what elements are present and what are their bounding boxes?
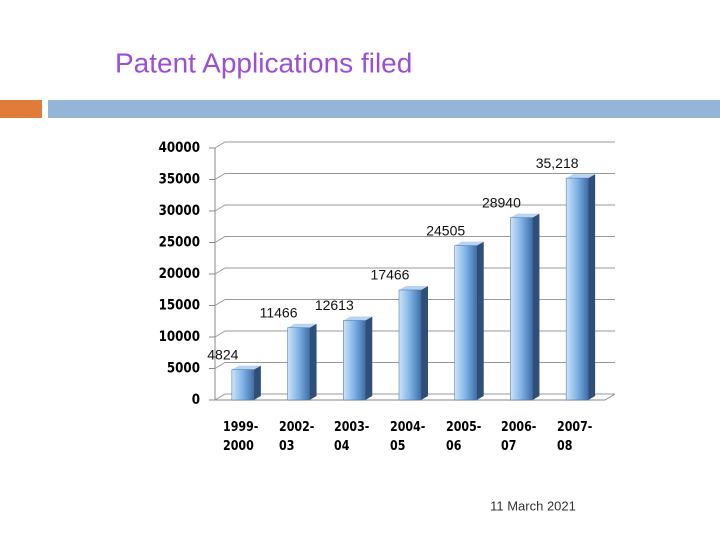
x-tick-label: 2005-06 [445,420,482,454]
bar [287,327,310,401]
grid-line [214,236,615,243]
y-tick-label: 10000 [159,329,200,345]
accent-bar [0,100,42,118]
bar-top [510,213,540,218]
grid-line [214,393,615,401]
x-tick-label: 2006-07 [501,420,537,454]
bar-side [532,213,540,400]
y-tick-label: 15000 [159,297,200,313]
data-label: 24505 [426,222,465,238]
bar-side [253,365,261,400]
bar-top [343,316,373,321]
grid-line [214,267,615,275]
bar-top [566,174,596,179]
y-tick-label: 25000 [159,234,200,250]
y-tick-label: 0 [192,392,200,408]
floor-edge [604,393,616,401]
data-label: 4824 [207,346,238,362]
x-tick-label: 2007-08 [557,420,593,454]
grid-line [214,362,615,369]
date: 11 March 2021 [490,498,576,513]
bar [454,245,477,401]
bar-side [476,241,484,400]
data-label: 28940 [482,194,521,210]
bar-side [365,316,373,400]
bar [343,320,366,401]
bar [231,369,255,401]
bar-side [309,323,317,400]
bar-top [454,241,484,246]
grid-line [214,204,615,212]
grid-line [214,173,615,180]
x-tick-label: 1999-2000 [222,420,259,454]
header-bar [48,100,720,118]
y-tick-label: 35000 [159,171,200,187]
y-tick-label: 5000 [167,360,200,376]
bar-top [231,365,261,370]
x-tick-label: 2002-03 [278,420,314,454]
x-tick-label: 2003-04 [334,420,370,454]
bar [565,177,589,401]
grid-line [214,330,615,338]
bar [398,289,422,401]
data-label: 35,218 [536,155,579,171]
bar-side [421,285,428,400]
chart-title: Patent Applications filed [115,47,412,78]
y-tick-label: 20000 [159,266,200,282]
x-tick-label: 2004-05 [390,420,426,454]
y-tick-label: 40000 [159,140,200,156]
bar-top [287,323,317,328]
grid-line [214,299,615,306]
bar [510,217,533,401]
data-label: 12613 [315,297,354,313]
data-label: 17466 [371,267,410,283]
bar-side [588,174,596,400]
data-label: 11466 [260,304,298,320]
grid-line [214,141,615,149]
bar-top [399,285,428,290]
y-tick-label: 30000 [159,203,200,219]
